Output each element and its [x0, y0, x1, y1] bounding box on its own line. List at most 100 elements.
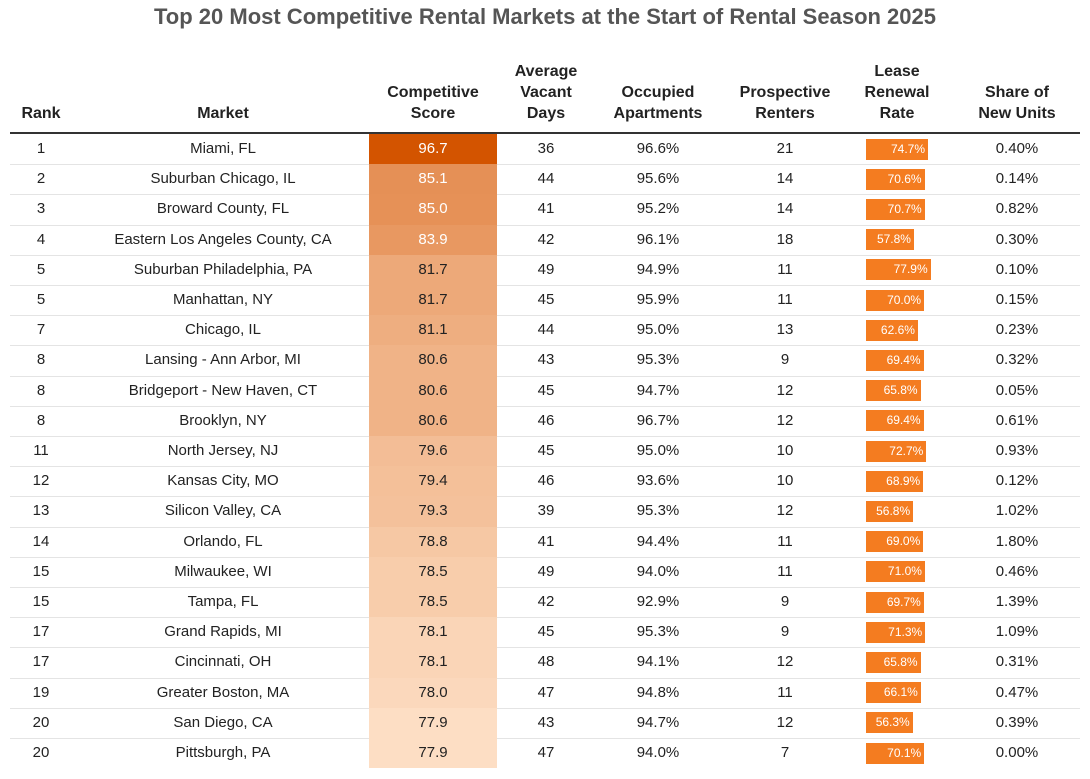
table-cell: 94.9%	[636, 260, 680, 278]
table-cell: 11	[33, 442, 49, 459]
row-divider	[10, 496, 1080, 498]
table-cell: 1.09%	[995, 623, 1039, 641]
market: Suburban Philadelphia, PA	[133, 260, 313, 278]
table-cell: 20	[32, 744, 50, 761]
table-cell: 15	[32, 593, 50, 610]
market: Broward County, FL	[156, 200, 290, 218]
market: Kansas City, MO	[167, 472, 279, 490]
table-cell: 45	[537, 442, 555, 459]
table-cell: 49	[537, 260, 555, 278]
renewal-bar: 66.1%	[866, 682, 921, 704]
score-cell: 81.1	[369, 315, 497, 346]
row-divider	[10, 224, 1080, 226]
table-cell: 0.15%	[995, 291, 1039, 308]
table-cell: 19	[32, 683, 50, 701]
table-cell: 1.80%	[995, 532, 1039, 550]
score-cell: 79.6	[369, 436, 497, 467]
row-divider	[10, 556, 1080, 558]
row-divider	[10, 285, 1080, 286]
table-cell: 14	[776, 170, 794, 188]
table-cell: 0.14%	[995, 170, 1039, 188]
table-cell: 0.12%	[995, 472, 1039, 490]
renewal-bar: 69.0%	[866, 531, 924, 553]
score-cell: 80.6	[369, 375, 497, 406]
table-cell: 39	[537, 502, 555, 520]
table-cell: 47	[537, 683, 555, 701]
table-cell: 94.0%	[636, 744, 680, 761]
score-cell: 83.9	[369, 224, 497, 255]
table-cell: 45	[537, 623, 555, 641]
table-cell: 95.0%	[636, 442, 680, 459]
score-cell: 78.1	[369, 617, 497, 648]
table-cell: 96.7%	[636, 411, 680, 429]
market: Grand Rapids, MI	[164, 623, 282, 641]
market: North Jersey, NJ	[167, 442, 279, 459]
table-cell: 45	[537, 291, 555, 308]
market: Greater Boston, MA	[156, 683, 290, 701]
table-cell: 12	[776, 502, 794, 520]
table-cell: 0.46%	[995, 562, 1039, 580]
renewal-bar: 70.0%	[866, 289, 925, 311]
table-cell: 8	[36, 381, 46, 399]
renewal-bar: 71.3%	[866, 621, 926, 643]
table-cell: 96.6%	[636, 140, 680, 157]
renewal-bar: 62.6%	[866, 319, 918, 341]
score-cell: 80.6	[369, 405, 497, 436]
row-divider	[10, 254, 1080, 256]
table-cell: 11	[777, 683, 793, 701]
table-cell: 9	[780, 593, 790, 610]
row-divider	[10, 647, 1080, 649]
table-cell: 11	[777, 532, 793, 550]
table-cell: 44	[537, 170, 555, 188]
renewal-bar: 74.7%	[866, 138, 928, 160]
table-cell: 0.40%	[995, 140, 1039, 157]
renewal-bar: 65.8%	[866, 380, 921, 402]
column-header: Share of New Units	[978, 84, 1056, 122]
table-cell: 44	[537, 321, 555, 339]
table-cell: 42	[537, 230, 555, 248]
renewal-bar: 69.7%	[866, 591, 924, 613]
table-cell: 0.05%	[995, 381, 1039, 399]
table-cell: 18	[776, 230, 794, 248]
score-cell: 78.0	[369, 677, 497, 708]
market: Tampa, FL	[187, 593, 259, 610]
table-cell: 94.1%	[636, 653, 680, 671]
renewal-bar: 65.8%	[866, 651, 921, 673]
market: Chicago, IL	[185, 321, 261, 339]
table-cell: 0.82%	[995, 200, 1039, 218]
table-cell: 7	[36, 321, 46, 339]
score-cell: 77.9	[369, 738, 497, 769]
table-cell: 11	[777, 562, 793, 580]
table-cell: 17	[32, 623, 50, 641]
row-divider	[10, 677, 1080, 679]
table-cell: 4	[36, 230, 46, 248]
table-cell: 49	[537, 562, 555, 580]
table-cell: 48	[537, 653, 555, 671]
table-cell: 1.39%	[995, 593, 1039, 610]
score-cell: 79.4	[369, 466, 497, 497]
score-cell: 85.0	[369, 194, 497, 225]
table-cell: 43	[537, 351, 555, 369]
table-cell: 95.9%	[636, 291, 680, 308]
table-cell: 10	[776, 442, 794, 459]
table-cell: 14	[776, 200, 794, 218]
table-cell: 0.39%	[995, 713, 1039, 731]
table-cell: 2	[36, 170, 46, 188]
renewal-bar: 77.9%	[866, 259, 931, 281]
table-cell: 17	[32, 653, 50, 671]
table-cell: 0.10%	[995, 260, 1039, 278]
score-cell: 80.6	[369, 345, 497, 376]
market: San Diego, CA	[173, 713, 273, 731]
renewal-bar: 70.7%	[866, 198, 925, 220]
row-divider	[10, 526, 1080, 528]
renewal-bar: 72.7%	[866, 440, 927, 462]
table-cell: 96.1%	[636, 230, 680, 248]
renewal-bar: 68.9%	[866, 470, 924, 492]
table-cell: 92.9%	[636, 593, 680, 610]
table-cell: 11	[777, 291, 793, 308]
table-cell: 94.0%	[636, 562, 680, 580]
table-cell: 0.93%	[995, 442, 1039, 459]
table-cell: 46	[537, 411, 555, 429]
table-cell: 0.30%	[995, 230, 1039, 248]
